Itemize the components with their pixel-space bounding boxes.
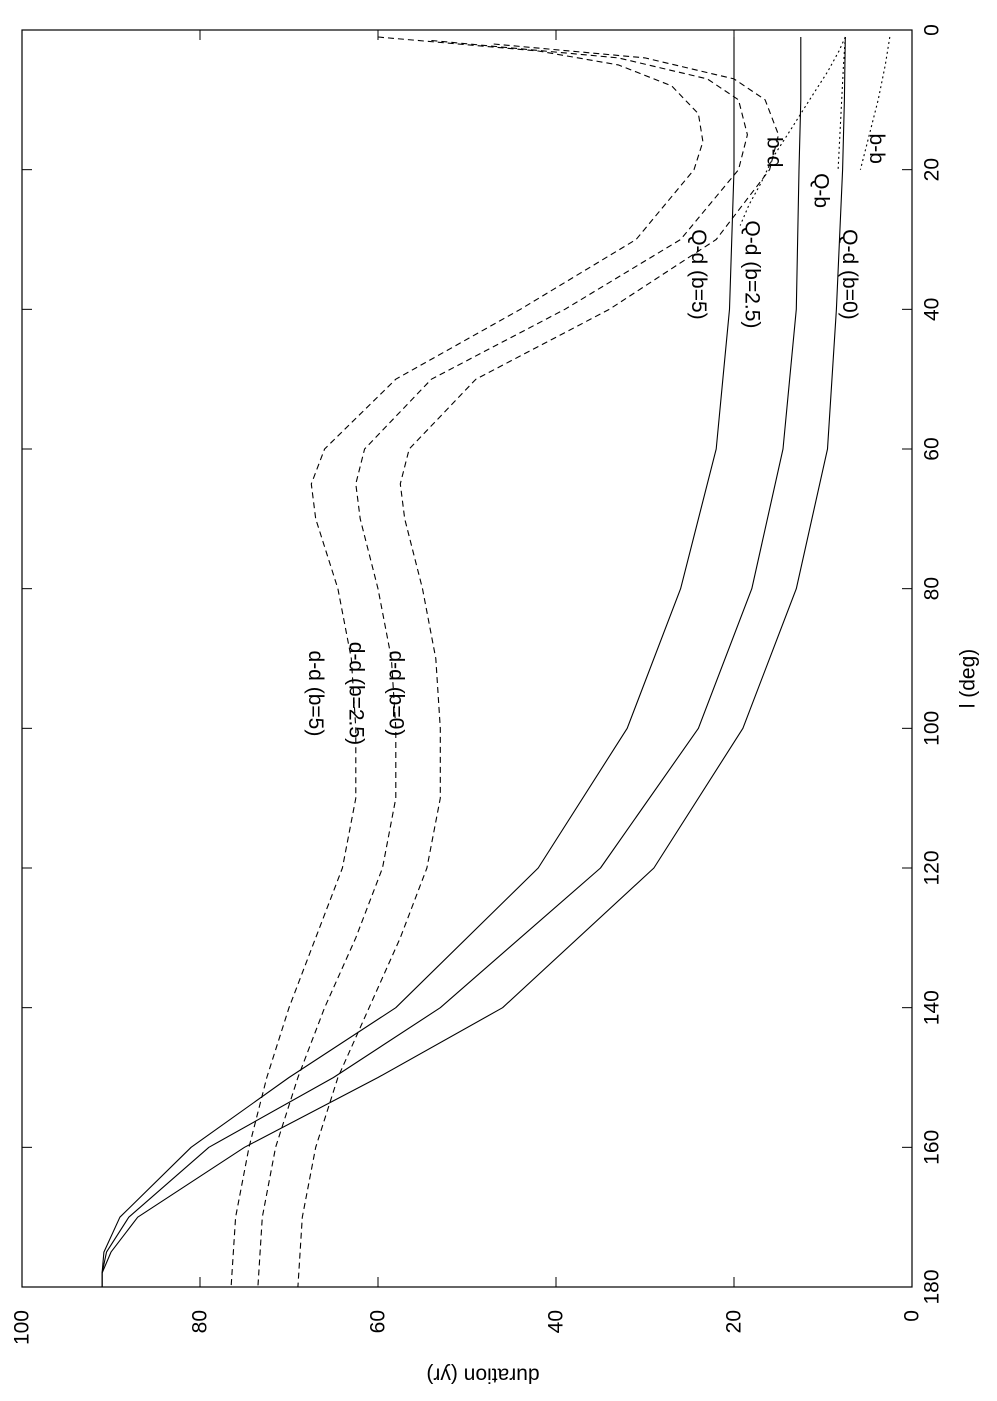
series-line-q-d-b-2-5- — [101, 37, 802, 1287]
y-tick-label: 60 — [367, 1310, 390, 1333]
curve-label: d-d (b=0) — [384, 651, 407, 737]
y-axis-label: duration (yr) — [426, 1364, 539, 1387]
x-tick-label: 60 — [921, 437, 944, 460]
tick-labels: 0 20 40 60 80 100 120 140 160 180 0 20 40 60 80 100 — [11, 24, 944, 1345]
curve-label: b-b — [865, 134, 888, 164]
series-line-d-d-b-5- — [230, 36, 704, 1288]
y-tick-label: 20 — [723, 1310, 746, 1333]
curve-label: Q-b — [810, 173, 833, 208]
x-tick-label: 180 — [921, 1269, 944, 1304]
x-tick-label: 100 — [921, 711, 944, 746]
y-tick-label: 100 — [11, 1310, 34, 1345]
curve-label: Q-d (b=5) — [687, 229, 710, 319]
series-line-d-d-b-0- — [297, 43, 780, 1288]
x-axis-label: l (deg) — [957, 649, 980, 709]
series-lines — [101, 36, 891, 1288]
curve-label: b-d — [763, 137, 786, 167]
x-tick-label: 0 — [921, 24, 944, 36]
x-tick-label: 160 — [921, 1130, 944, 1165]
series-line-q-d-b-0- — [101, 36, 846, 1287]
series-line-b-b — [859, 36, 891, 170]
curve-label: d-d (b=5) — [304, 651, 327, 737]
x-tick-label: 40 — [921, 298, 944, 321]
series-line-b-d — [739, 36, 846, 226]
x-tick-label: 120 — [921, 850, 944, 885]
curve-label: Q-d (b=0) — [838, 229, 861, 319]
annotations: d-d (b=5) d-d (b=2.5) d-d (b=0) Q-d (b=5) Q-… — [304, 134, 888, 746]
x-tick-label: 80 — [921, 577, 944, 600]
y-tick-label: 40 — [545, 1310, 568, 1333]
x-tick-label: 140 — [921, 990, 944, 1025]
y-tick-label: 80 — [189, 1310, 212, 1333]
plot-frame — [21, 29, 913, 1288]
series-line-q-d-b-5- — [101, 37, 735, 1287]
curve-label: Q-d (b=2.5) — [740, 220, 763, 328]
y-tick-label: 0 — [901, 1310, 924, 1322]
series-line-d-d-b-2-5- — [257, 39, 748, 1288]
curve-label: d-d (b=2.5) — [344, 642, 367, 745]
tick-marks — [21, 29, 913, 1288]
x-tick-label: 20 — [921, 158, 944, 181]
